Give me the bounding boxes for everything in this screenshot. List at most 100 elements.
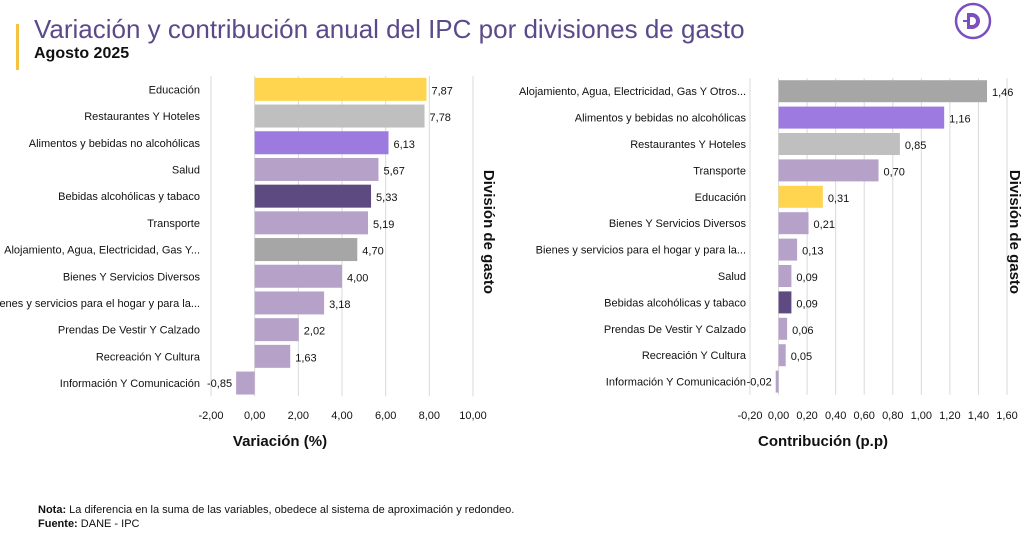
left-category-label: Restaurantes Y Hoteles <box>84 111 200 123</box>
left-bar <box>254 291 325 315</box>
left-value-label: 1,63 <box>295 352 316 364</box>
left-x-axis-title: Variación (%) <box>233 433 327 450</box>
right-x-tick-label: 0,60 <box>854 410 875 422</box>
right-bar <box>778 317 788 340</box>
page-subtitle: Agosto 2025 <box>34 45 130 62</box>
right-value-label: 0,85 <box>905 140 926 152</box>
right-category-label: Transporte <box>693 165 746 177</box>
right-category-label: Educación <box>695 192 746 204</box>
right-category-label: Bienes y servicios para el hogar y para … <box>536 245 746 257</box>
right-category-label: Recreación Y Cultura <box>642 350 747 362</box>
right-x-axis-title: Contribución (p.p) <box>758 433 888 450</box>
right-value-label: -0,02 <box>747 377 772 389</box>
right-value-label: 0,31 <box>828 193 849 205</box>
right-category-label: Prendas De Vestir Y Calzado <box>604 324 746 336</box>
right-bar <box>778 133 900 155</box>
right-x-tick-label: 0,00 <box>768 410 789 422</box>
left-bar <box>254 184 372 208</box>
right-x-tick-label: 0,40 <box>825 410 846 422</box>
left-bar <box>254 318 299 342</box>
right-value-label: 0,70 <box>884 166 905 178</box>
title-accent-bar <box>16 24 19 70</box>
right-category-label: Bebidas alcohólicas y tabaco <box>604 297 746 309</box>
right-category-label: Restaurantes Y Hoteles <box>630 139 746 151</box>
left-value-label: -0,85 <box>207 378 232 390</box>
left-x-tick-label: 6,00 <box>375 410 396 422</box>
left-x-tick-label: 4,00 <box>331 410 352 422</box>
left-category-label: Bebidas alcohólicas y tabaco <box>58 191 200 203</box>
left-bar <box>254 77 427 101</box>
right-x-tick-label: 1,40 <box>968 410 989 422</box>
left-x-tick-label: 0,00 <box>244 410 265 422</box>
left-x-tick-label: 2,00 <box>288 410 309 422</box>
right-value-label: 0,06 <box>792 325 813 337</box>
left-category-label: Información Y Comunicación <box>60 378 200 390</box>
right-bar <box>778 265 792 287</box>
right-bar <box>775 370 779 393</box>
right-value-label: 0,13 <box>802 246 823 258</box>
left-value-label: 4,70 <box>362 246 383 258</box>
left-value-label: 5,33 <box>376 192 397 204</box>
right-x-tick-label: -0,20 <box>737 410 762 422</box>
left-y-axis-title: División de gasto <box>480 170 497 294</box>
left-bar <box>254 344 291 368</box>
left-value-label: 7,87 <box>431 85 452 97</box>
source-label: Fuente: <box>38 518 78 530</box>
left-category-label: Recreación Y Cultura <box>96 351 201 363</box>
right-bar <box>778 344 786 367</box>
left-value-label: 2,02 <box>304 326 325 338</box>
right-category-label: Bienes Y Servicios Diversos <box>609 218 747 230</box>
left-bar <box>254 211 368 235</box>
page-title: Variación y contribución anual del IPC p… <box>34 14 745 44</box>
right-value-label: 0,09 <box>796 272 817 284</box>
right-x-tick-label: 1,00 <box>911 410 932 422</box>
left-category-label: Transporte <box>147 218 200 230</box>
right-bar <box>778 238 798 261</box>
right-x-tick-label: 0,80 <box>882 410 903 422</box>
right-category-label: Información Y Comunicación <box>606 377 746 389</box>
right-value-label: 1,46 <box>992 87 1013 99</box>
right-value-label: 0,09 <box>796 298 817 310</box>
left-x-tick-label: -2,00 <box>198 410 223 422</box>
right-bar <box>778 106 945 129</box>
left-bar <box>254 131 389 155</box>
right-y-axis-title: División de gasto <box>1006 170 1023 294</box>
right-x-tick-label: 1,60 <box>996 410 1017 422</box>
left-category-label: ienes y servicios para el hogar y para l… <box>0 298 200 310</box>
left-bar <box>254 238 358 262</box>
dane-d-logo-icon <box>954 2 992 40</box>
footer-note: Nota: La diferencia en la suma de las va… <box>38 503 514 517</box>
right-x-tick-label: 1,20 <box>939 410 960 422</box>
left-value-label: 5,19 <box>373 219 394 231</box>
right-value-label: 0,05 <box>791 351 812 363</box>
right-value-label: 0,21 <box>814 219 835 231</box>
right-bar <box>778 80 988 103</box>
left-category-label: Salud <box>172 164 200 176</box>
left-category-label: Alimentos y bebidas no alcohólicas <box>29 138 201 150</box>
left-bar <box>254 264 342 288</box>
right-value-label: 1,16 <box>949 114 970 126</box>
left-category-label: Alojamiento, Agua, Electricidad, Gas Y..… <box>4 245 200 257</box>
note-text: La diferencia en la suma de las variable… <box>69 504 515 516</box>
left-category-label: Educación <box>149 84 200 96</box>
left-value-label: 3,18 <box>329 299 350 311</box>
left-value-label: 6,13 <box>394 139 415 151</box>
footer: Nota: La diferencia en la suma de las va… <box>38 503 514 531</box>
right-bar <box>778 291 792 314</box>
footer-source: Fuente: DANE - IPC <box>38 517 514 531</box>
left-x-tick-label: 8,00 <box>419 410 440 422</box>
right-bar <box>778 159 879 182</box>
left-value-label: 5,67 <box>383 165 404 177</box>
left-x-tick-label: 10,00 <box>459 410 487 422</box>
left-value-label: 4,00 <box>347 272 368 284</box>
note-label: Nota: <box>38 504 67 516</box>
left-category-label: Bienes Y Servicios Diversos <box>63 271 201 283</box>
left-category-label: Prendas De Vestir Y Calzado <box>58 325 200 337</box>
right-category-label: Salud <box>718 271 746 283</box>
left-bar <box>254 104 425 128</box>
source-text: DANE - IPC <box>80 518 140 530</box>
left-bar <box>236 371 255 395</box>
right-category-label: Alimentos y bebidas no alcohólicas <box>575 113 747 125</box>
left-value-label: 7,78 <box>430 112 451 124</box>
